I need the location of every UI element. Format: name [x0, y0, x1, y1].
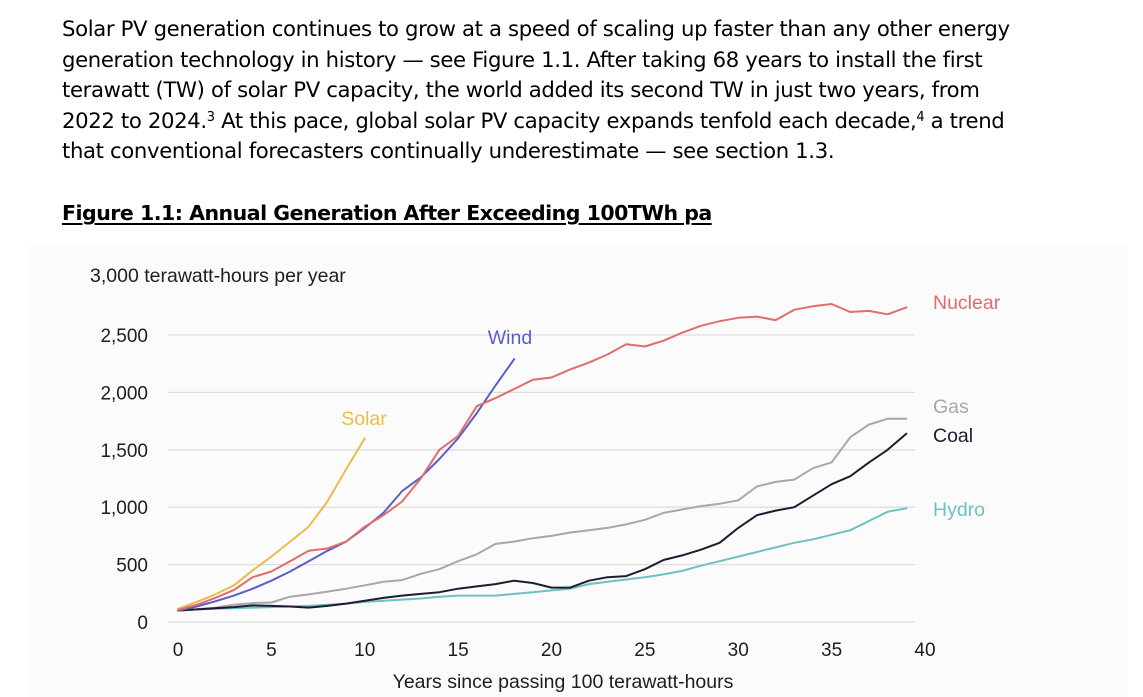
paragraph-text: At this pace, global solar PV capacity e… — [214, 107, 917, 133]
x-tick-label: 5 — [266, 640, 277, 661]
series-line-coal — [177, 432, 908, 612]
series-line-wind — [177, 358, 516, 612]
series-line-solar — [177, 437, 366, 610]
body-paragraph: Solar PV generation continues to grow at… — [62, 14, 1122, 167]
x-tick-label: 25 — [634, 640, 655, 661]
paragraph-text: a trend — [924, 107, 1005, 133]
series-label-nuclear: Nuclear — [933, 292, 1001, 314]
series-label-gas: Gas — [933, 396, 969, 418]
paragraph-line: Solar PV generation continues to grow at… — [62, 16, 1010, 41]
x-tick-labels: 0 5 10 15 20 25 30 35 40 — [173, 640, 936, 661]
footnote-ref[interactable]: 3 — [206, 109, 215, 125]
series-label-solar: Solar — [341, 408, 387, 430]
y-tick-label: 2,000 — [100, 383, 148, 404]
paragraph-line: 2022 to 2024.3 At this pace, global sola… — [62, 106, 1122, 137]
x-axis-label: Years since passing 100 terawatt-hours — [393, 671, 734, 693]
series-line-nuclear — [177, 303, 908, 611]
y-axis-unit-label: 3,000 terawatt-hours per year — [90, 265, 346, 287]
series-lines — [177, 303, 908, 612]
y-tick-label: 2,500 — [100, 326, 148, 347]
x-tick-label: 40 — [914, 640, 935, 661]
x-tick-label: 10 — [354, 640, 375, 661]
series-label-hydro: Hydro — [933, 499, 985, 521]
series-line-gas — [177, 417, 908, 612]
x-tick-label: 35 — [821, 640, 842, 661]
series-label-wind: Wind — [488, 327, 532, 349]
x-tick-label: 15 — [448, 640, 469, 661]
series-line-hydro — [177, 507, 908, 612]
y-tick-label: 1,500 — [100, 441, 148, 462]
y-tick-label: 0 — [137, 613, 148, 634]
x-tick-label: 30 — [728, 640, 749, 661]
figure-title: Figure 1.1: Annual Generation After Exce… — [62, 201, 712, 225]
paragraph-line: generation technology in history — see F… — [62, 46, 983, 72]
paragraph-line: terawatt (TW) of solar PV capacity, the … — [62, 77, 980, 103]
footnote-ref[interactable]: 4 — [916, 109, 925, 125]
series-labels: Nuclear Wind Solar Gas Coal Hydro — [341, 292, 1000, 521]
y-tick-labels: 0 500 1,000 1,500 2,000 2,500 — [100, 326, 148, 634]
y-tick-label: 1,000 — [100, 498, 148, 519]
x-tick-label: 20 — [541, 640, 562, 661]
paragraph-text: 2022 to 2024. — [62, 107, 207, 133]
x-tick-label: 0 — [173, 640, 184, 661]
paragraph-line: that conventional forecasters continuall… — [62, 138, 835, 164]
series-label-coal: Coal — [933, 425, 973, 447]
y-tick-label: 500 — [116, 556, 148, 577]
